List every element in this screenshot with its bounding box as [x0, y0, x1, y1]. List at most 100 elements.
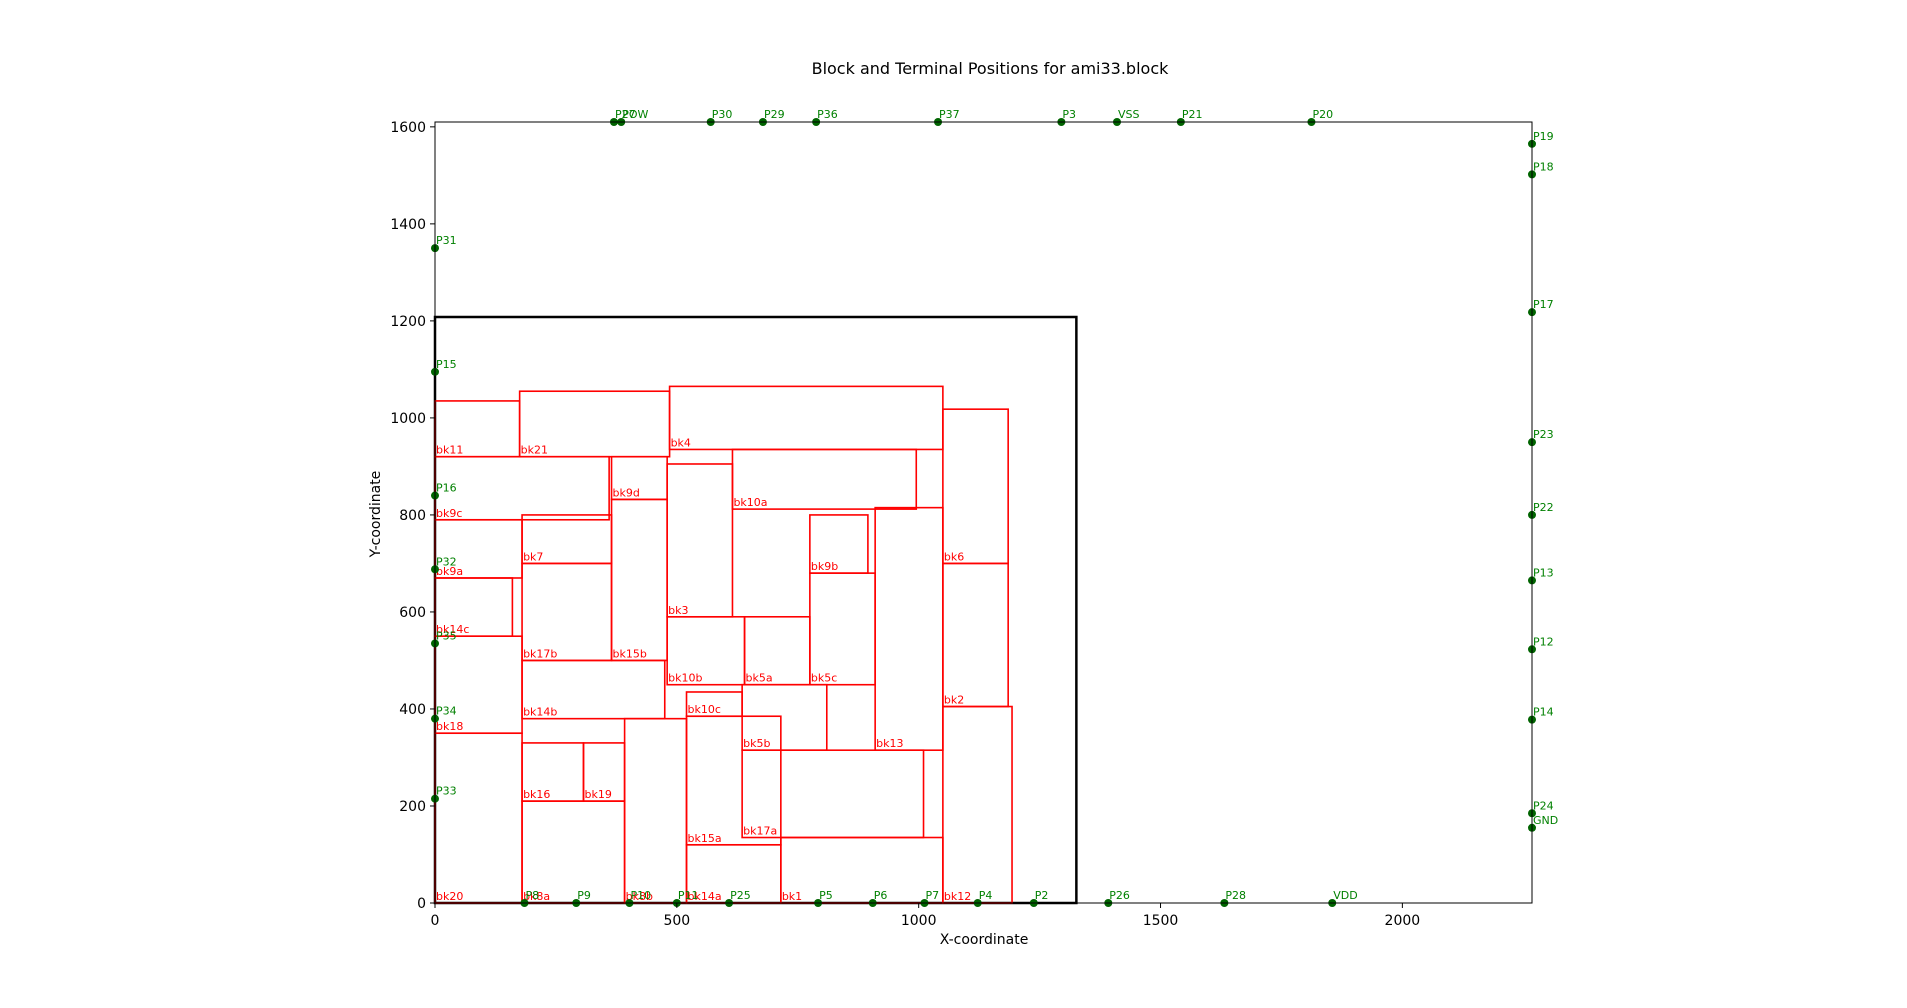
block-rect-bk20 [434, 732, 523, 904]
plot-frame [434, 121, 1533, 904]
terminal-label-VSS: VSS [1118, 108, 1140, 121]
terminal-label-P33: P33 [436, 785, 457, 798]
terminal-label-P21: P21 [1182, 108, 1203, 121]
terminal-label-P18: P18 [1533, 160, 1554, 173]
block-rect-bk15b [610, 498, 668, 662]
block-rect-bk8a [521, 800, 626, 904]
terminal-label-P16: P16 [436, 482, 457, 495]
block-label-bk14c: bk14c [436, 623, 469, 636]
x-tick-label-500: 500 [663, 913, 690, 929]
terminal-label-P31: P31 [436, 234, 457, 247]
terminal-label-P3: P3 [1062, 108, 1076, 121]
block-label-bk18: bk18 [436, 720, 463, 733]
terminal-label-P23: P23 [1533, 428, 1554, 441]
terminal-label-P37: P37 [939, 108, 960, 121]
terminal-label-P11: P11 [678, 889, 699, 902]
terminal-label-GND: GND [1533, 814, 1558, 827]
terminal-label-P7: P7 [925, 889, 939, 902]
terminal-label-P30: P30 [712, 108, 733, 121]
terminal-label-P8: P8 [525, 889, 539, 902]
block-label-bk16: bk16 [523, 788, 550, 801]
terminal-label-P4: P4 [979, 889, 993, 902]
block-label-bk17b: bk17b [523, 647, 557, 660]
terminal-label-P29: P29 [764, 108, 785, 121]
block-label-bk15a: bk15a [688, 832, 722, 845]
block-label-bk9d: bk9d [613, 486, 640, 499]
terminal-label-P2: P2 [1035, 889, 1049, 902]
terminal-label-P5: P5 [819, 889, 833, 902]
block-rect-bk13 [874, 506, 944, 751]
block-label-bk10a: bk10a [733, 496, 767, 509]
terminal-label-P17: P17 [1533, 298, 1554, 311]
block-rect-bk6 [942, 408, 1009, 565]
block-label-bk5a: bk5a [746, 672, 773, 685]
block-label-bk8a: bk8a [523, 890, 550, 903]
terminal-label-POW: POW [622, 108, 648, 121]
y-tick-label-800: 800 [399, 508, 426, 524]
block-label-bk20: bk20 [436, 890, 463, 903]
block-label-bk17a: bk17a [743, 825, 777, 838]
terminal-label-P22: P22 [1533, 501, 1554, 514]
block-rect-bk4 [668, 385, 944, 451]
block-rect-bk14b [521, 659, 666, 720]
block-label-bk8b: bk8b [626, 890, 653, 903]
block-rect-bk12 [942, 705, 1013, 904]
terminal-label-P6: P6 [874, 889, 888, 902]
block-label-bk7: bk7 [523, 550, 543, 563]
y-tick-label-1400: 1400 [390, 217, 426, 233]
terminal-label-P32: P32 [436, 555, 457, 568]
block-label-bk9c: bk9c [436, 507, 462, 520]
block-label-bk10c: bk10c [688, 703, 721, 716]
y-tick-label-1000: 1000 [390, 411, 426, 427]
terminal-label-P28: P28 [1225, 889, 1246, 902]
terminal-label-P34: P34 [436, 705, 457, 718]
terminal-label-P12: P12 [1533, 635, 1554, 648]
block-label-bk3: bk3 [668, 604, 688, 617]
block-rect-bk17b [521, 562, 613, 662]
y-tick-label-1600: 1600 [390, 120, 426, 136]
x-axis-label: X-coordinate [940, 932, 1029, 948]
y-axis-label: Y-coordinate [368, 471, 384, 559]
y-tick-label-200: 200 [399, 799, 426, 815]
x-tick-label-1000: 1000 [901, 913, 937, 929]
block-rect-bk2 [942, 562, 1009, 708]
block-label-bk19: bk19 [584, 788, 611, 801]
terminal-label-P36: P36 [817, 108, 838, 121]
terminal-label-P10: P10 [630, 889, 651, 902]
block-label-bk1: bk1 [782, 890, 802, 903]
block-rect-bk10a [731, 448, 918, 510]
block-label-bk10b: bk10b [668, 672, 702, 685]
block-label-bk15b: bk15b [613, 647, 647, 660]
terminal-label-P13: P13 [1533, 566, 1554, 579]
chart-title: Block and Terminal Positions for ami33.b… [812, 59, 1170, 78]
block-rect-bk5c [809, 572, 876, 686]
terminal-label-P19: P19 [1533, 130, 1554, 143]
block-rect-bk1 [780, 836, 944, 904]
block-label-bk9b: bk9b [811, 560, 838, 573]
block-label-bk14b: bk14b [523, 706, 557, 719]
y-tick-label-400: 400 [399, 702, 426, 718]
block-label-bk2: bk2 [944, 694, 964, 707]
block-label-bk14a: bk14a [688, 890, 722, 903]
terminal-label-P35: P35 [436, 629, 457, 642]
block-rect-bk3 [666, 463, 734, 618]
terminal-label-P24: P24 [1533, 799, 1554, 812]
x-tick-label-2000: 2000 [1385, 913, 1421, 929]
terminal-label-P9: P9 [577, 889, 591, 902]
block-label-bk11: bk11 [436, 444, 463, 457]
block-label-bk13: bk13 [876, 737, 903, 750]
terminal-label-P26: P26 [1109, 889, 1130, 902]
y-tick-label-0: 0 [417, 896, 426, 912]
terminal-label-P14: P14 [1533, 706, 1554, 719]
terminal-label-P25: P25 [730, 889, 751, 902]
terminal-label-P15: P15 [436, 358, 457, 371]
x-tick-label-1500: 1500 [1143, 913, 1179, 929]
block-label-bk4: bk4 [671, 436, 691, 449]
x-tick-label-0: 0 [431, 913, 440, 929]
block-rect-bk8b [623, 717, 688, 904]
block-rect-bk18 [434, 635, 523, 735]
block-label-bk5c: bk5c [811, 672, 837, 685]
y-tick-label-1200: 1200 [390, 314, 426, 330]
